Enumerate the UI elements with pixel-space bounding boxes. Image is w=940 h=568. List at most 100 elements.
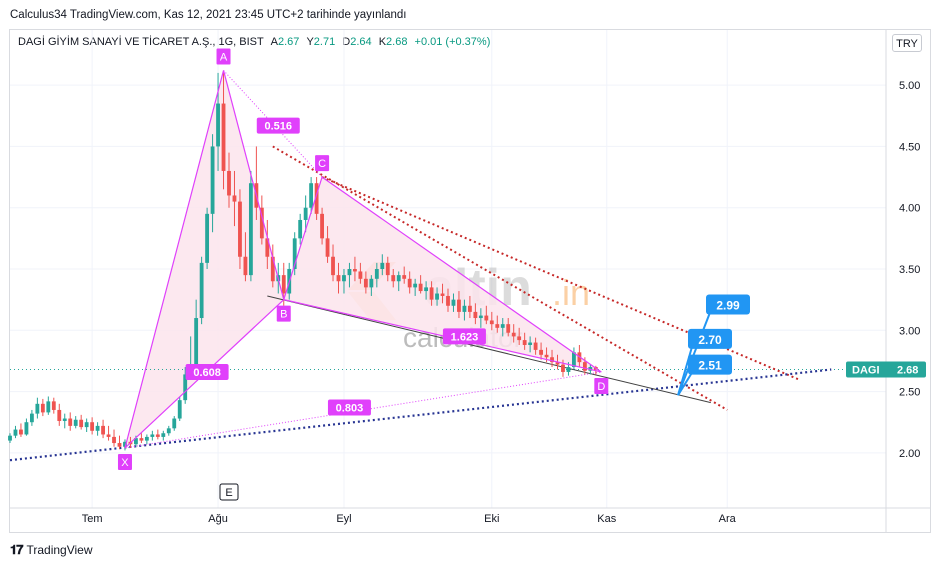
candle-body [40, 403, 45, 413]
x-tick-label: Tem [82, 513, 103, 525]
candle [265, 219, 270, 269]
candle-body [402, 275, 407, 279]
candle-body [73, 419, 78, 426]
candle [79, 414, 84, 430]
legend-open-label: A [270, 36, 278, 48]
target-callout[interactable]: 2.51 [688, 354, 732, 375]
ratio-label[interactable]: 0.803 [327, 399, 371, 416]
candle [112, 429, 116, 447]
candle [336, 262, 341, 294]
candle [533, 337, 538, 355]
candle [342, 269, 346, 294]
legend-symbol[interactable]: DAGİ GİYİM SANAYİ VE TİCARET A.Ş., 1G, B… [18, 36, 264, 48]
target-callout[interactable]: 2.99 [706, 294, 750, 315]
candle [495, 315, 500, 333]
candle-body [243, 256, 248, 276]
ratio-label[interactable]: 0.608 [185, 363, 229, 380]
symbol-legend: DAGİ GİYİM SANAYİ VE TİCARET A.Ş., 1G, B… [18, 36, 490, 48]
candle [139, 433, 144, 444]
candle [467, 295, 472, 319]
legend-low-label: D [342, 36, 351, 48]
pattern-point-d[interactable]: D [594, 377, 609, 394]
candle-body [79, 419, 84, 428]
candle-body [391, 275, 396, 282]
pattern-xab-fill [124, 70, 284, 448]
candle-body [500, 324, 505, 328]
candle [462, 299, 467, 321]
candle [314, 177, 319, 220]
candle-body [166, 428, 171, 434]
pattern-point-badge [117, 453, 132, 470]
candle-body [194, 318, 199, 368]
candle [303, 195, 308, 233]
candle [243, 232, 248, 282]
legend-low-value: 2.64 [350, 36, 372, 48]
pattern-point-label: A [220, 51, 228, 63]
x-tick-label: Ara [719, 513, 737, 525]
legend-close-value: 2.68 [386, 36, 408, 48]
candle-body [57, 409, 62, 421]
candle-body [112, 436, 116, 444]
pattern-point-a[interactable]: A [216, 48, 231, 65]
ratio-badge [185, 363, 229, 380]
trendline [267, 295, 711, 404]
candle-body [566, 367, 571, 372]
candle-body [582, 362, 587, 371]
candle-body [221, 103, 226, 171]
candle [68, 412, 73, 431]
candle-body [572, 352, 576, 368]
candle [106, 425, 111, 441]
candle [40, 398, 45, 417]
pattern-point-label: B [280, 309, 287, 321]
event-marker-label: E [225, 487, 232, 499]
candle [380, 254, 385, 276]
candle-body [62, 418, 67, 421]
candle-body [95, 425, 100, 431]
target-value: 2.70 [698, 333, 722, 347]
candle-body [68, 418, 73, 426]
candle-body [325, 238, 330, 257]
candle-body [484, 315, 489, 321]
candle [150, 430, 155, 441]
candle-body [424, 287, 429, 292]
candle [528, 336, 533, 353]
candle-body [216, 103, 220, 147]
x-tick-label: Kas [597, 513, 616, 525]
candle-body [265, 238, 270, 257]
candle [429, 281, 434, 306]
event-marker-box [219, 483, 239, 501]
pattern-point-c[interactable]: C [315, 155, 330, 172]
candle [517, 327, 522, 345]
currency-button[interactable]: TRY [892, 34, 922, 52]
candle [309, 177, 314, 214]
candle [451, 293, 456, 312]
candle [84, 418, 89, 433]
candle [8, 433, 12, 444]
candle-body [407, 278, 412, 288]
pattern-leg-ab [222, 70, 285, 300]
ratio-label[interactable]: 1.623 [442, 328, 486, 345]
candle-body [172, 418, 177, 429]
candle-body [385, 262, 390, 276]
y-tick-label: 3.50 [899, 264, 920, 276]
watermark-suffix: .in [552, 272, 590, 313]
candle [369, 275, 374, 296]
candle [172, 416, 177, 431]
pattern-point-x[interactable]: X [117, 453, 132, 470]
y-tick-label: 4.50 [899, 141, 920, 153]
candle-body [413, 283, 418, 288]
candle-body [139, 438, 144, 441]
ratio-label[interactable]: 0.516 [256, 117, 300, 134]
event-marker[interactable]: E [219, 483, 239, 501]
pattern-point-badge [594, 377, 609, 394]
pattern-point-b[interactable]: B [276, 305, 291, 322]
candle-body [134, 438, 138, 445]
candle [413, 278, 418, 296]
candle-body [429, 287, 434, 300]
candle [19, 423, 23, 437]
candle-body [29, 413, 34, 423]
target-callout[interactable]: 2.70 [688, 328, 732, 349]
candle-body [539, 349, 543, 355]
candle-body [544, 354, 549, 358]
